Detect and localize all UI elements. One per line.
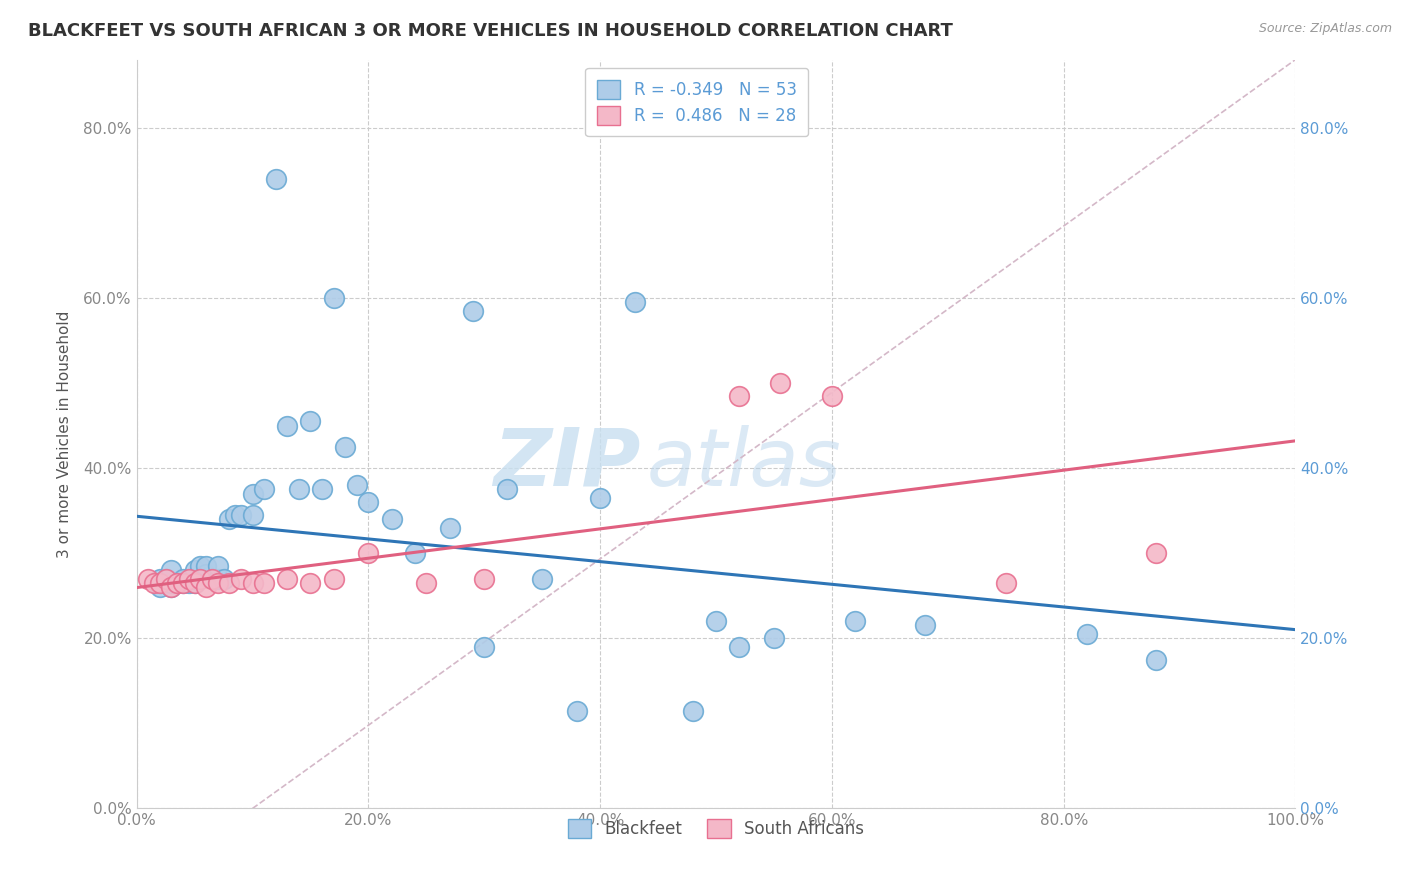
Point bbox=[357, 546, 380, 560]
Point bbox=[242, 486, 264, 500]
Point bbox=[201, 572, 224, 586]
Point bbox=[224, 508, 246, 522]
Point bbox=[461, 303, 484, 318]
Point bbox=[1144, 652, 1167, 666]
Point bbox=[415, 576, 437, 591]
Point bbox=[682, 704, 704, 718]
Point bbox=[183, 572, 205, 586]
Point bbox=[218, 576, 240, 591]
Point bbox=[172, 572, 194, 586]
Point bbox=[166, 576, 188, 591]
Point bbox=[844, 614, 866, 628]
Point bbox=[322, 291, 344, 305]
Y-axis label: 3 or more Vehicles in Household: 3 or more Vehicles in Household bbox=[58, 310, 72, 558]
Text: atlas: atlas bbox=[647, 425, 841, 503]
Point bbox=[994, 576, 1017, 591]
Point bbox=[472, 640, 495, 654]
Point bbox=[183, 576, 205, 591]
Point bbox=[160, 580, 183, 594]
Point bbox=[207, 572, 229, 586]
Point bbox=[149, 576, 172, 591]
Point bbox=[229, 508, 252, 522]
Text: Source: ZipAtlas.com: Source: ZipAtlas.com bbox=[1258, 22, 1392, 36]
Text: ZIP: ZIP bbox=[494, 425, 641, 503]
Point bbox=[322, 572, 344, 586]
Legend: Blackfeet, South Africans: Blackfeet, South Africans bbox=[561, 813, 870, 845]
Point bbox=[821, 389, 844, 403]
Point bbox=[299, 414, 322, 428]
Point bbox=[404, 546, 426, 560]
Point bbox=[914, 618, 936, 632]
Point bbox=[166, 576, 188, 591]
Point bbox=[299, 576, 322, 591]
Text: BLACKFEET VS SOUTH AFRICAN 3 OR MORE VEHICLES IN HOUSEHOLD CORRELATION CHART: BLACKFEET VS SOUTH AFRICAN 3 OR MORE VEH… bbox=[28, 22, 953, 40]
Point bbox=[357, 495, 380, 509]
Point bbox=[589, 491, 612, 505]
Point bbox=[160, 576, 183, 591]
Point bbox=[531, 572, 554, 586]
Point bbox=[728, 640, 751, 654]
Point bbox=[381, 512, 404, 526]
Point bbox=[136, 572, 159, 586]
Point bbox=[190, 572, 212, 586]
Point bbox=[190, 572, 212, 586]
Point bbox=[195, 567, 218, 582]
Point bbox=[472, 572, 495, 586]
Point bbox=[212, 572, 235, 586]
Point bbox=[276, 572, 298, 586]
Point bbox=[288, 483, 311, 497]
Point bbox=[207, 558, 229, 573]
Point bbox=[218, 512, 240, 526]
Point bbox=[242, 576, 264, 591]
Point bbox=[177, 572, 200, 586]
Point bbox=[172, 576, 194, 591]
Point bbox=[335, 440, 357, 454]
Point bbox=[242, 508, 264, 522]
Point bbox=[346, 478, 368, 492]
Point bbox=[496, 483, 519, 497]
Point bbox=[229, 572, 252, 586]
Point bbox=[264, 171, 287, 186]
Point bbox=[704, 614, 727, 628]
Point bbox=[253, 576, 276, 591]
Point bbox=[190, 558, 212, 573]
Point bbox=[565, 704, 588, 718]
Point bbox=[769, 376, 792, 390]
Point bbox=[207, 576, 229, 591]
Point bbox=[143, 576, 166, 591]
Point bbox=[762, 632, 785, 646]
Point bbox=[1076, 627, 1098, 641]
Point bbox=[311, 483, 333, 497]
Point bbox=[160, 563, 183, 577]
Point bbox=[149, 580, 172, 594]
Point bbox=[195, 580, 218, 594]
Point bbox=[177, 576, 200, 591]
Point bbox=[149, 572, 172, 586]
Point bbox=[183, 576, 205, 591]
Point bbox=[172, 576, 194, 591]
Point bbox=[195, 558, 218, 573]
Point bbox=[155, 572, 177, 586]
Point bbox=[728, 389, 751, 403]
Point bbox=[155, 572, 177, 586]
Point bbox=[1144, 546, 1167, 560]
Point bbox=[439, 521, 461, 535]
Point bbox=[624, 295, 647, 310]
Point bbox=[253, 483, 276, 497]
Point bbox=[160, 580, 183, 594]
Point bbox=[276, 418, 298, 433]
Point bbox=[183, 563, 205, 577]
